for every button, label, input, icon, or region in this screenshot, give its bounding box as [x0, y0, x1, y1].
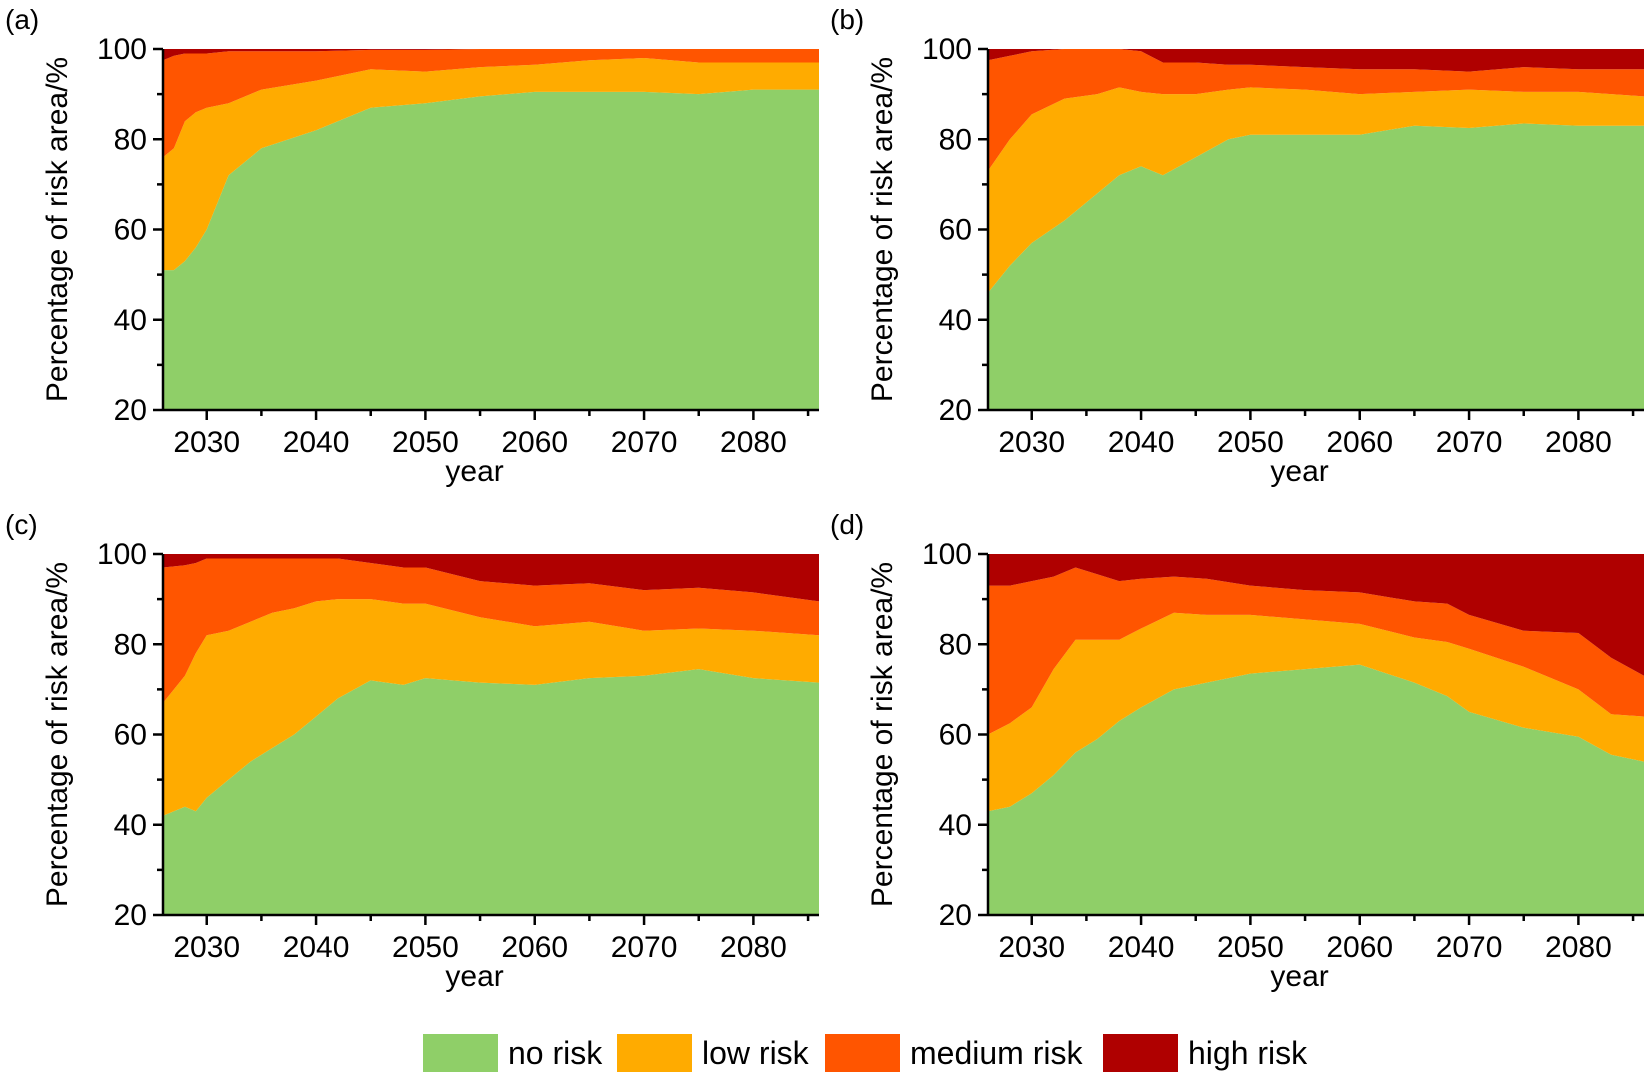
x-tick-label-c: 2050 — [392, 931, 459, 964]
x-tick-label-b: 2080 — [1545, 426, 1612, 459]
x-tick-label-d: 2080 — [1545, 931, 1612, 964]
x-tick-label-d: 2050 — [1217, 931, 1284, 964]
x-tick-label-b: 2060 — [1326, 426, 1393, 459]
legend-swatch-no-risk — [423, 1034, 498, 1072]
x-axis-title-c: year — [445, 960, 503, 993]
x-tick-label-c: 2080 — [720, 931, 787, 964]
x-tick-label-a: 2060 — [501, 426, 568, 459]
area-medium-risk-b — [988, 49, 1644, 171]
panel-label-a: (a) — [5, 4, 39, 35]
area-medium-risk-c — [163, 558, 819, 703]
y-tick-label-d: 60 — [939, 719, 972, 752]
panel-label-c: (c) — [5, 509, 38, 540]
x-tick-label-c: 2070 — [611, 931, 678, 964]
y-tick-label-a: 20 — [114, 394, 147, 427]
x-tick-label-b: 2050 — [1217, 426, 1284, 459]
x-tick-label-d: 2040 — [1108, 931, 1175, 964]
area-high-risk-a — [163, 49, 819, 61]
y-tick-label-b: 20 — [939, 394, 972, 427]
legend-swatch-high-risk — [1103, 1034, 1178, 1072]
legend-label-low-risk: low risk — [702, 1035, 810, 1071]
x-tick-label-a: 2080 — [720, 426, 787, 459]
x-axis-title-b: year — [1270, 455, 1328, 488]
area-no-risk-b — [988, 123, 1644, 410]
x-axis-title-d: year — [1270, 960, 1328, 993]
x-tick-label-a: 2040 — [283, 426, 350, 459]
x-axis-title-a: year — [445, 455, 503, 488]
y-tick-label-b: 40 — [939, 304, 972, 337]
x-tick-label-d: 2030 — [998, 931, 1065, 964]
y-tick-label-c: 60 — [114, 719, 147, 752]
y-tick-label-b: 80 — [939, 123, 972, 156]
legend-label-no-risk: no risk — [508, 1035, 603, 1071]
area-no-risk-c — [163, 669, 819, 915]
area-medium-risk-d — [988, 567, 1644, 735]
legend-swatch-medium-risk — [825, 1034, 900, 1072]
x-tick-label-d: 2070 — [1436, 931, 1503, 964]
y-tick-label-c: 40 — [114, 809, 147, 842]
y-tick-label-a: 80 — [114, 123, 147, 156]
legend: no risk low risk medium risk high risk — [423, 1034, 1308, 1072]
panel-label-b: (b) — [830, 4, 864, 35]
x-tick-label-c: 2040 — [283, 931, 350, 964]
area-medium-risk-a — [163, 49, 819, 158]
area-high-risk-b — [988, 49, 1644, 72]
x-tick-label-c: 2060 — [501, 931, 568, 964]
panel-label-d: (d) — [830, 509, 864, 540]
y-tick-label-c: 80 — [114, 628, 147, 661]
y-axis-title-b: Percentage of risk area/% — [866, 57, 899, 402]
y-tick-label-a: 60 — [114, 214, 147, 247]
x-tick-label-c: 2030 — [173, 931, 240, 964]
y-tick-label-d: 100 — [922, 538, 972, 571]
y-tick-label-c: 100 — [97, 538, 147, 571]
area-low-risk-a — [163, 58, 819, 271]
y-tick-label-b: 100 — [922, 33, 972, 66]
y-axis-title-a: Percentage of risk area/% — [41, 57, 74, 402]
y-tick-label-d: 40 — [939, 809, 972, 842]
y-tick-label-d: 80 — [939, 628, 972, 661]
area-high-risk-c — [163, 554, 819, 602]
legend-label-medium-risk: medium risk — [910, 1035, 1083, 1071]
x-tick-label-b: 2040 — [1108, 426, 1175, 459]
y-tick-label-a: 40 — [114, 304, 147, 337]
x-tick-label-a: 2030 — [173, 426, 240, 459]
x-tick-label-b: 2030 — [998, 426, 1065, 459]
area-low-risk-b — [988, 87, 1644, 293]
x-tick-label-a: 2050 — [392, 426, 459, 459]
area-low-risk-c — [163, 599, 819, 816]
area-no-risk-d — [988, 664, 1644, 915]
y-axis-title-d: Percentage of risk area/% — [866, 562, 899, 907]
legend-label-high-risk: high risk — [1188, 1035, 1308, 1071]
x-tick-label-a: 2070 — [611, 426, 678, 459]
area-high-risk-d — [988, 554, 1644, 676]
y-axis-title-c: Percentage of risk area/% — [41, 562, 74, 907]
legend-swatch-low-risk — [617, 1034, 692, 1072]
area-low-risk-d — [988, 612, 1644, 812]
area-no-risk-a — [163, 89, 819, 410]
y-tick-label-c: 20 — [114, 899, 147, 932]
y-tick-label-a: 100 — [97, 33, 147, 66]
y-tick-label-b: 60 — [939, 214, 972, 247]
x-tick-label-d: 2060 — [1326, 931, 1393, 964]
y-tick-label-d: 20 — [939, 899, 972, 932]
x-tick-label-b: 2070 — [1436, 426, 1503, 459]
